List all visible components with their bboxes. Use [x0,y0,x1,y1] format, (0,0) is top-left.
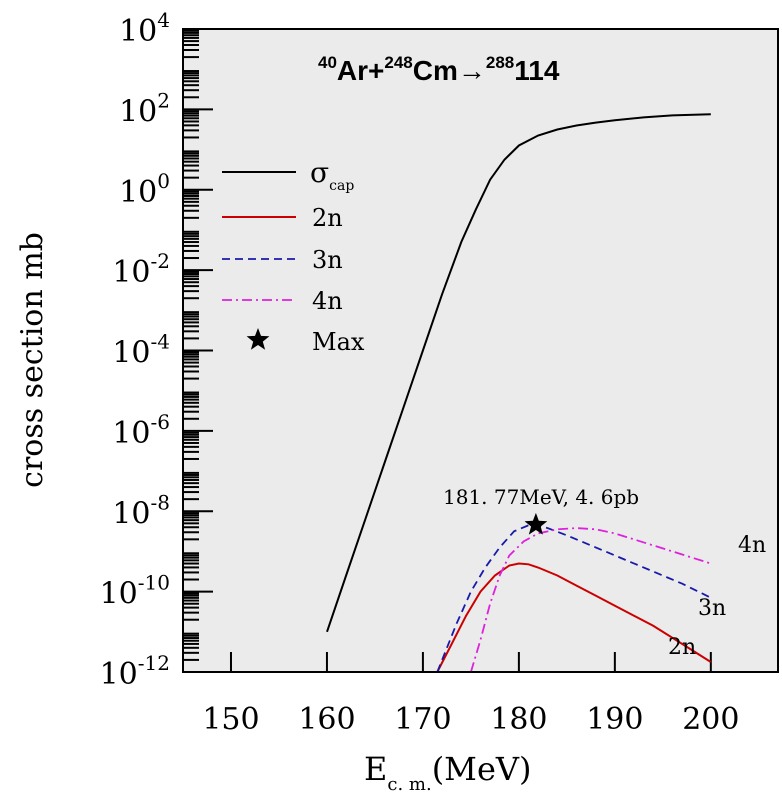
x-axis-label-unit: (MeV) [432,750,532,788]
y-tick-label: 10-6 [112,410,170,451]
title-b-symbol: Cm [413,55,458,86]
title-arrow: → [458,55,486,86]
legend-label-3n: 3n [312,246,343,274]
y-minor-ticks [183,29,199,661]
plot-frame [182,28,779,673]
max-annotation: 181. 77MeV, 4. 6pb [443,485,639,509]
y-tick-label: 10-8 [112,490,170,531]
x-ticks [229,652,712,672]
chart-title: 40Ar+248Cm→288114 [318,53,560,86]
max-star-marker [524,512,548,535]
legend-star-icon [246,328,270,350]
y-tick-label: 104 [119,8,170,49]
x-axis-label-main: E [364,750,387,788]
plot-area [183,29,778,672]
legend-label-max: Max [312,328,365,356]
y-tick-label: 10-2 [112,249,170,290]
x-tick-label: 180 [490,702,547,737]
curve-4n [470,527,712,673]
curve-label-3n: 3n [698,596,726,621]
title-c-symbol: 114 [514,55,560,86]
y-tick-label: 10-12 [100,651,170,692]
legend-sigma-sub: cap [329,178,354,194]
legend-label-cap: σcap [310,156,354,194]
title-c-mass: 288 [486,53,514,72]
title-a-symbol: Ar+ [337,55,384,86]
legend-label-2n: 2n [312,204,343,232]
curve-label-4n: 4n [738,533,766,558]
title-a-mass: 40 [318,53,337,72]
curves [326,113,712,673]
x-axis-label: Ec. m.(MeV) [364,750,531,795]
y-tick-labels: 104 102 100 10-2 10-4 10-6 10-8 10-10 10-12 [100,8,170,692]
x-tick-label: 160 [298,702,355,737]
y-tick-label: 10-4 [112,330,170,371]
y-axis-label: cross section mb [15,232,50,488]
curve-label-2n: 2n [668,635,696,660]
y-tick-label: 10-10 [100,571,170,612]
curve-3n [436,524,712,673]
title-b-mass: 248 [384,53,412,72]
legend: σcap 2n 3n 4n Max [222,156,365,356]
legend-label-4n: 4n [312,287,343,315]
legend-sigma: σ [310,156,329,189]
x-tick-label: 190 [586,702,643,737]
x-tick-label: 150 [202,702,259,737]
curve-2n [436,562,712,673]
x-tick-label: 200 [682,702,739,737]
x-tick-labels: 150 160 170 180 190 200 [202,702,739,737]
y-tick-label: 100 [119,169,170,210]
x-axis-label-sub: c. m. [387,774,431,795]
x-tick-label: 170 [394,702,451,737]
curve-sigma-cap [326,113,711,633]
y-tick-label: 102 [119,88,170,129]
